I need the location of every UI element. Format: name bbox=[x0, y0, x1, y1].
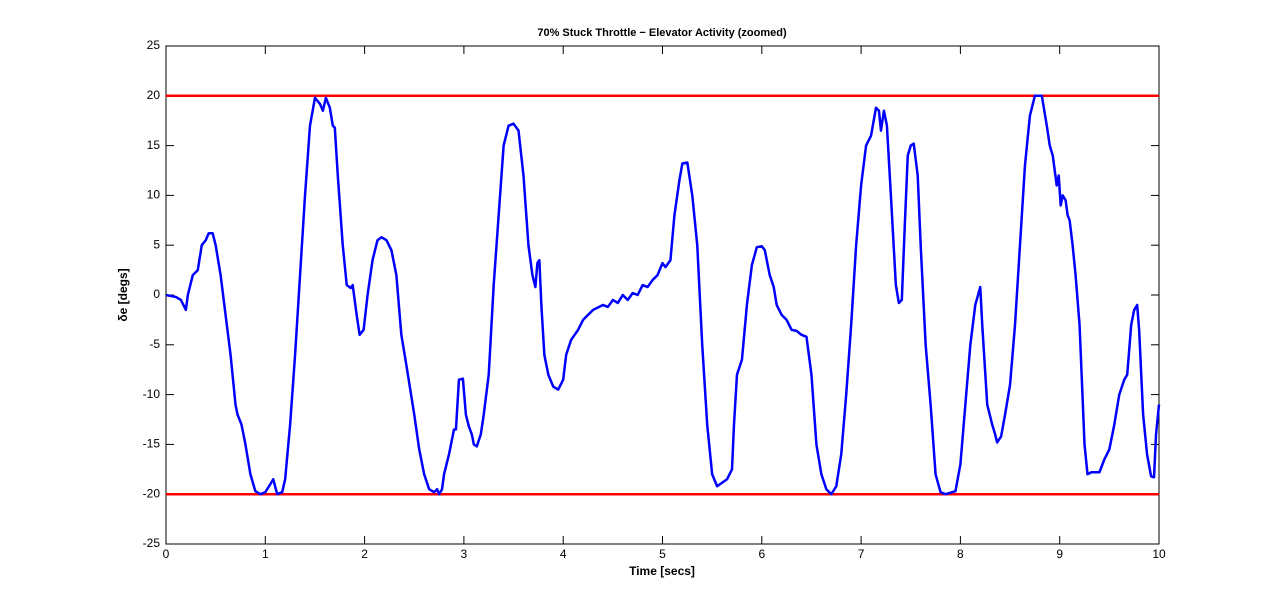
x-tick-label: 0 bbox=[163, 547, 170, 561]
x-tick-label: 10 bbox=[1152, 547, 1166, 561]
y-tick-label: 5 bbox=[153, 237, 160, 251]
y-axis-label: δe [degs] bbox=[116, 268, 130, 321]
y-tick-label: -15 bbox=[143, 437, 161, 451]
y-tick-label: -25 bbox=[143, 536, 161, 550]
y-tick-label: -5 bbox=[149, 337, 160, 351]
y-tick-label: 10 bbox=[147, 188, 161, 202]
y-tick-label: 15 bbox=[147, 138, 161, 152]
data-line bbox=[165, 94, 1161, 496]
x-tick-label: 1 bbox=[262, 547, 269, 561]
chart-title: 70% Stuck Throttle − Elevator Activity (… bbox=[537, 27, 787, 39]
x-axis-label: Time [secs] bbox=[629, 564, 695, 578]
y-tick-label: -10 bbox=[143, 387, 161, 401]
plot-frame bbox=[165, 45, 1160, 545]
x-tick-label: 3 bbox=[461, 547, 468, 561]
x-tick-label: 4 bbox=[560, 547, 567, 561]
y-tick-label: -20 bbox=[143, 486, 161, 500]
x-tick-label: 9 bbox=[1056, 547, 1063, 561]
x-tick-label: 5 bbox=[659, 547, 666, 561]
x-tick-label: 8 bbox=[957, 547, 964, 561]
x-tick-label: 2 bbox=[361, 547, 368, 561]
y-tick-label: 25 bbox=[147, 38, 161, 52]
y-tick-label: 0 bbox=[153, 287, 160, 301]
y-tick-label: 20 bbox=[147, 88, 161, 102]
x-tick-label: 6 bbox=[758, 547, 765, 561]
x-tick-label: 7 bbox=[858, 547, 865, 561]
